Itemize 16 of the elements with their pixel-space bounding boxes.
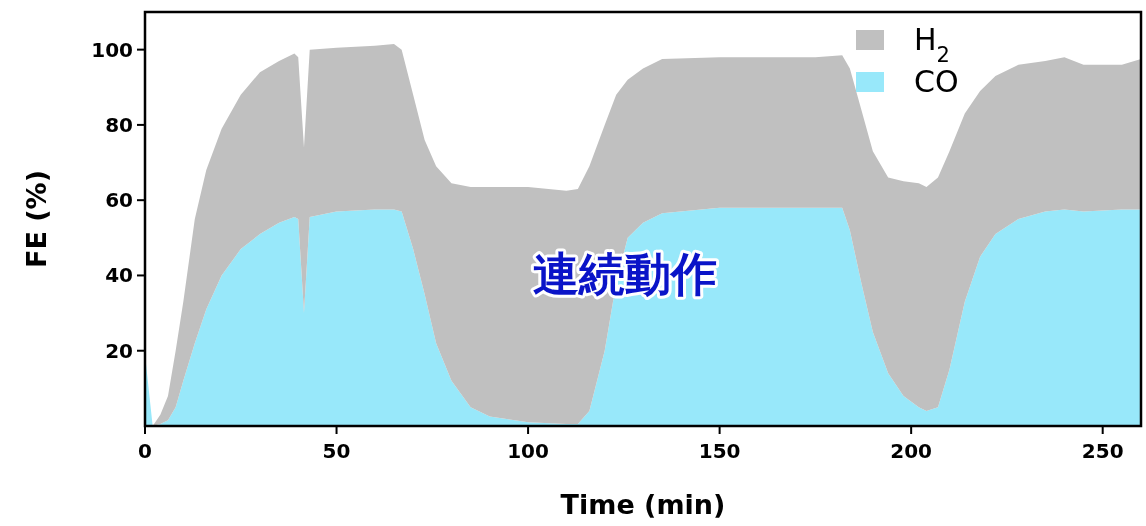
x-tick-label: 250 [1081,439,1124,463]
x-tick-label: 200 [890,439,933,463]
legend-label: CO [914,64,959,99]
x-tick-label: 0 [138,439,152,463]
y-tick-label: 20 [105,338,133,363]
x-tick-label: 150 [698,439,741,463]
annotation: 連続動作 [533,247,717,301]
y-tick-label: 80 [105,112,133,137]
x-tick-label: 50 [322,439,351,463]
y-axis-title: FE (%) [21,169,52,269]
x-axis-title: Time (min) [560,489,726,520]
y-tick-label: 40 [105,263,133,288]
legend-label: H$_{2}$ [914,22,950,67]
y-tick-label: 100 [91,37,133,62]
x-tick-label: 100 [507,439,549,463]
y-tick-label: 60 [105,188,133,213]
